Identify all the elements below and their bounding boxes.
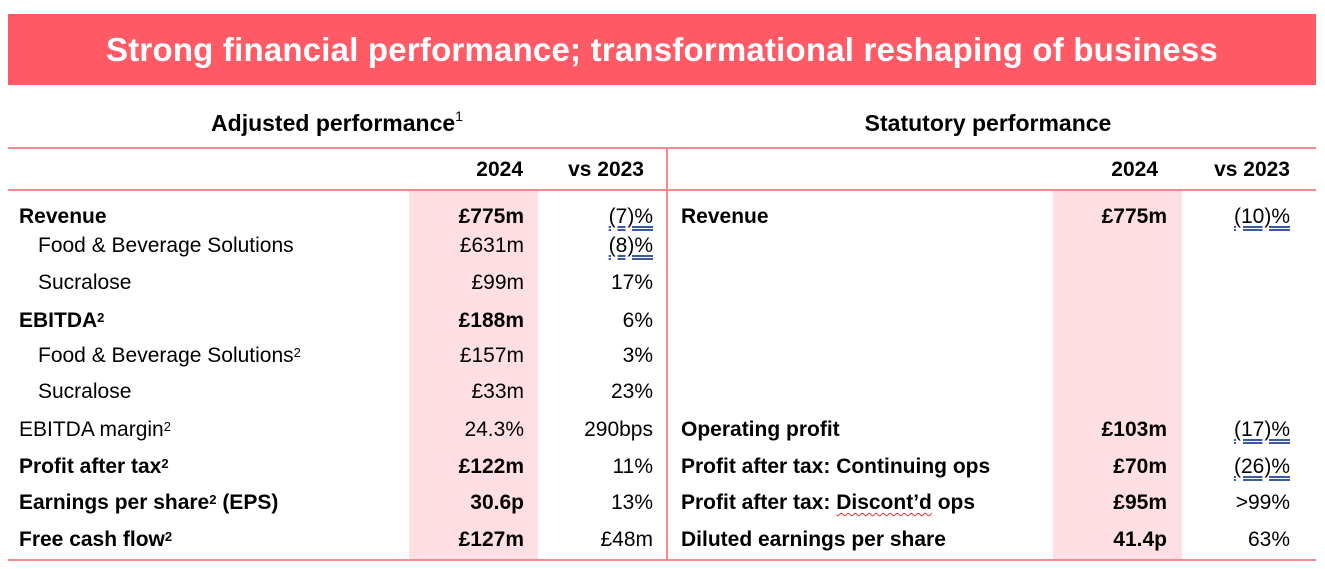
adjusted-col-vs2023: vs 2023 [568,158,644,181]
adjusted-heading-footnote: 1 [455,108,463,124]
page-title-banner: Strong financial performance; transforma… [8,14,1316,85]
adjusted-row-label: EBITDA2 [19,309,105,332]
statutory-row-value: £95m [1113,491,1167,514]
adjusted-row-value: £127m [458,528,524,551]
adjusted-2024-column-shade [409,190,538,560]
adjusted-row-change: £48m [600,528,653,551]
adjusted-row-change: 23% [610,380,653,403]
statutory-row-value: £103m [1101,418,1167,441]
adjusted-row-label: Food & Beverage Solutions2 [38,344,301,367]
adjusted-row-label: Sucralose [38,380,132,403]
adjusted-heading: Adjusted performance1 [211,108,463,136]
adjusted-row-label: Free cash flow2 [19,528,173,551]
statutory-2024-column-shade [1053,190,1182,560]
adjusted-row-label: EBITDA margin2 [19,418,171,441]
section-divider [666,148,668,560]
statutory-row-change: >99% [1235,491,1290,514]
adjusted-row-label: Food & Beverage Solutions [38,234,294,257]
statutory-row-label: Profit after tax: Continuing ops [681,455,991,478]
adjusted-row-label: Profit after tax2 [19,455,169,478]
page-title: Strong financial performance; transforma… [106,30,1218,68]
adjusted-row-change: (8)% [608,234,653,257]
adjusted-row-value: 24.3% [464,418,524,441]
statutory-col-2024: 2024 [1111,158,1158,181]
adjusted-row-value: £631m [459,234,524,257]
adjusted-row-value: £188m [458,309,524,332]
table-bottom-rule [8,559,1316,561]
adjusted-row-value: £33m [471,380,524,403]
statutory-row-change: (17)% [1233,418,1290,441]
statutory-heading: Statutory performance [864,110,1112,136]
adjusted-row-label: Sucralose [38,271,132,294]
adjusted-row-change: (7)% [608,205,653,228]
statutory-row-change: (10)% [1233,205,1290,228]
statutory-row-label: Diluted earnings per share [681,528,946,551]
adjusted-row-change: 11% [612,455,653,478]
adjusted-row-value: £775m [458,205,524,228]
adjusted-row-change: 17% [610,271,653,294]
statutory-row-change: (26)% [1233,455,1290,478]
statutory-row-value: £70m [1113,455,1167,478]
adjusted-row-label: Revenue [19,205,107,228]
header-bottom-rule [8,189,1316,191]
adjusted-col-2024: 2024 [476,158,523,181]
statutory-row-label: Revenue [681,205,769,228]
statutory-col-vs2023: vs 2023 [1214,158,1290,181]
statutory-row-label: Operating profit [681,418,840,441]
adjusted-row-value: £122m [458,455,524,478]
adjusted-row-value: £157m [459,344,524,367]
adjusted-row-change: 13% [610,491,653,514]
statutory-row-value: 41.4p [1113,528,1167,551]
adjusted-row-change: 3% [622,344,653,367]
adjusted-row-change: 290bps [584,418,653,441]
adjusted-row-change: 6% [622,309,653,332]
adjusted-row-value: £99m [471,271,524,294]
header-top-rule [8,147,1316,149]
adjusted-row-value: 30.6p [470,491,524,514]
statutory-row-value: £775m [1101,205,1167,228]
statutory-row-label: Profit after tax: Discont’d ops [681,491,976,514]
adjusted-row-label: Earnings per share2 (EPS) [19,491,279,514]
statutory-row-change: 63% [1247,528,1290,551]
